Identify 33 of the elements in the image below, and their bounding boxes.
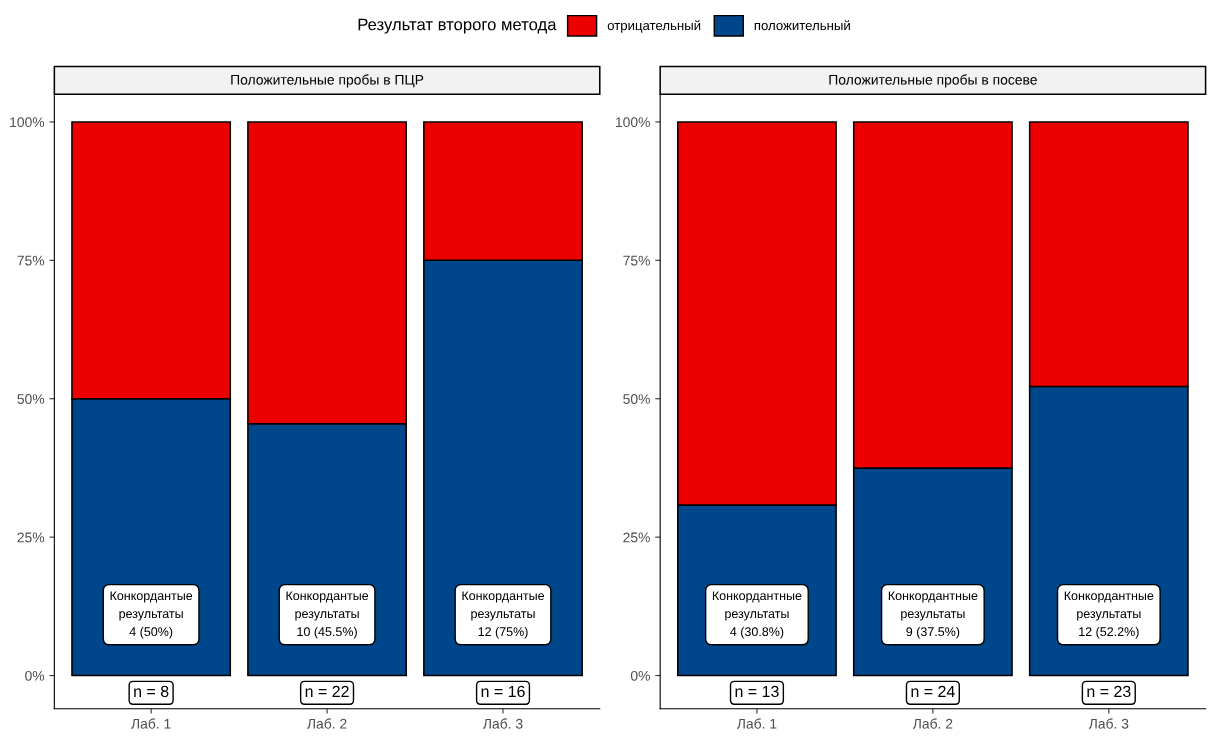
annotation: n = 23 [1087, 685, 1131, 698]
y-tick-label: 0% [630, 670, 650, 681]
annotation: n = 24 [911, 685, 955, 697]
annotation: Конкордантные результаты 9 (37.5%) [888, 591, 978, 639]
chart-title: Положительные пробы в ПЦР [231, 74, 424, 88]
y-tick-label: 100% [615, 117, 650, 128]
y-tick-label: 25% [17, 532, 45, 543]
annotation: Конкордантые результаты 4 (50%) [110, 591, 193, 639]
annotation: n = 13 [735, 685, 779, 698]
x-tick-label: Лаб. 1 [736, 718, 777, 729]
y-tick-label: 25% [623, 532, 650, 543]
legend-label: положительный [754, 20, 850, 31]
y-tick-label: 0% [25, 670, 45, 681]
y-tick-label: 100% [10, 117, 45, 128]
chart-title: Положительные пробы в посеве [829, 74, 1037, 88]
legend-label: отрицательный [607, 20, 701, 33]
x-tick-label: Лаб. 3 [483, 718, 523, 729]
legend-title: Результат второго метода [358, 18, 557, 34]
y-tick-label: 75% [623, 255, 650, 266]
annotation: n = 8 [134, 685, 169, 698]
x-tick-label: Лаб. 2 [307, 718, 347, 729]
y-tick-label: 50% [17, 394, 45, 404]
annotation: Конкордантные результаты 4 (30.8%) [712, 591, 802, 639]
annotation: n = 22 [305, 685, 349, 697]
x-tick-label: Лаб. 2 [912, 718, 953, 729]
y-tick-label: 50% [623, 394, 650, 404]
annotation: Конкордантые результаты 12 (75%) [462, 591, 545, 639]
y-tick-label: 75% [17, 255, 45, 266]
x-tick-label: Лаб. 3 [1088, 718, 1129, 729]
x-tick-label: Лаб. 1 [131, 718, 171, 729]
annotation: Конкордантные результаты 12 (52.2%) [1064, 591, 1154, 639]
annotation: Конкордантые результаты 10 (45.5%) [286, 591, 369, 639]
annotation: n = 16 [481, 685, 525, 698]
